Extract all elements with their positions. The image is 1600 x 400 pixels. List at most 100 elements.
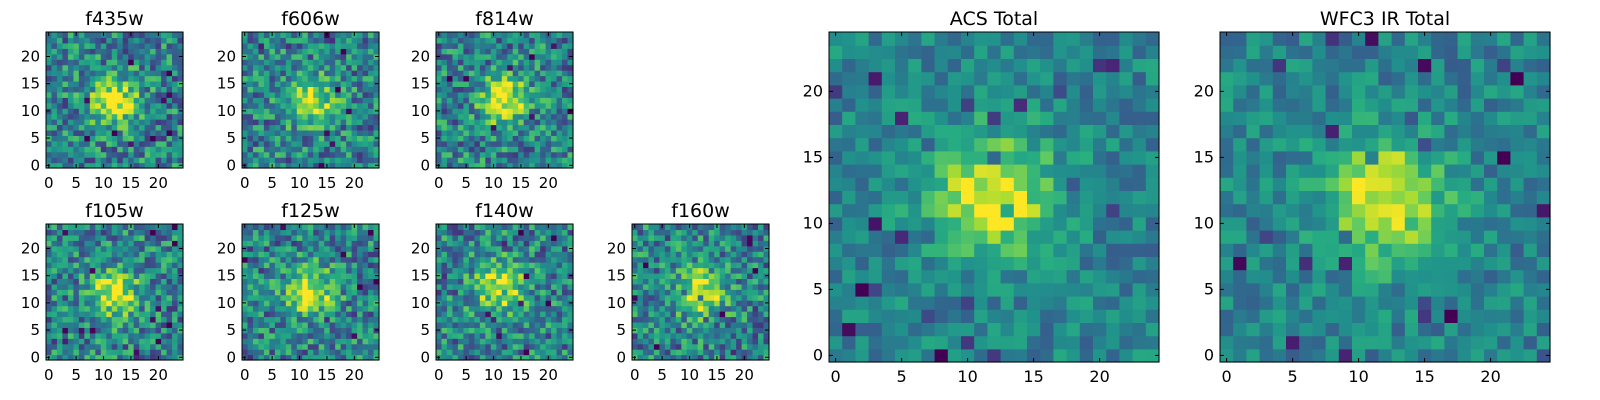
heatmap-cell	[496, 86, 503, 93]
heatmap-cell	[335, 316, 342, 323]
heatmap-cell	[95, 129, 102, 136]
heatmap-cell	[150, 42, 157, 49]
heatmap-cell	[562, 146, 569, 153]
heatmap-cell	[155, 343, 162, 350]
heatmap-cell	[296, 86, 303, 93]
heatmap-cell	[357, 48, 364, 55]
heatmap-cell	[177, 119, 184, 126]
heatmap-cell	[556, 91, 563, 98]
heatmap-cell	[540, 294, 547, 301]
heatmap-cell	[540, 338, 547, 345]
heatmap-cell	[150, 343, 157, 350]
heatmap-cell	[172, 59, 179, 66]
heatmap-cell	[653, 229, 660, 236]
heatmap-cell	[452, 59, 459, 66]
heatmap-cell	[139, 234, 146, 241]
heatmap-cell	[177, 140, 184, 147]
heatmap-cell	[441, 267, 448, 274]
heatmap-cell	[95, 283, 102, 290]
heatmap-cell	[895, 322, 909, 337]
heatmap-cell	[252, 135, 260, 142]
heatmap-cell	[485, 338, 492, 345]
heatmap-cell	[670, 332, 677, 339]
heatmap-cell	[545, 42, 552, 49]
heatmap-cell	[67, 42, 74, 49]
heatmap-cell	[161, 327, 168, 334]
heatmap-cell	[714, 245, 721, 252]
heatmap-cell	[719, 338, 726, 345]
heatmap-cell	[921, 256, 936, 271]
heatmap-cell	[128, 289, 135, 296]
heatmap-cell	[436, 157, 443, 164]
heatmap-cell	[144, 48, 151, 55]
heatmap-cell	[106, 332, 113, 339]
heatmap-cell	[1027, 177, 1041, 191]
heatmap-cell	[556, 37, 563, 44]
heatmap-cell	[56, 305, 64, 312]
heatmap-cell	[351, 75, 358, 82]
heatmap-cell	[529, 240, 536, 247]
heatmap-cell	[681, 229, 688, 236]
heatmap-cell	[556, 135, 563, 142]
heatmap-cell	[313, 97, 320, 104]
heatmap-cell	[307, 256, 314, 263]
heatmap-cell	[637, 278, 644, 285]
heatmap-cell	[741, 321, 748, 328]
heatmap-cell	[507, 146, 514, 153]
heatmap-cell	[51, 262, 58, 269]
heatmap-cell	[681, 224, 688, 231]
heatmap-cell	[318, 267, 325, 274]
heatmap-cell	[247, 256, 254, 263]
heatmap-cell	[441, 262, 448, 269]
heatmap-cell	[100, 300, 107, 307]
heatmap-cell	[318, 229, 325, 236]
heatmap-cell	[642, 332, 650, 339]
heatmap-cell	[485, 343, 492, 350]
heatmap-cell	[252, 349, 260, 356]
heatmap-cell	[62, 75, 69, 82]
heatmap-cell	[51, 135, 58, 142]
heatmap-cell	[274, 75, 281, 82]
heatmap-cell	[172, 354, 179, 361]
heatmap-cell	[842, 335, 856, 350]
heatmap-cell	[139, 338, 146, 345]
heatmap-cell	[56, 234, 64, 241]
heatmap-cell	[172, 37, 179, 44]
heatmap-cell	[100, 289, 107, 296]
heatmap-cell	[855, 243, 870, 257]
heatmap-cell	[144, 102, 151, 109]
heatmap-cell	[474, 354, 481, 361]
heatmap-cell	[296, 108, 303, 115]
heatmap-cell	[122, 262, 129, 269]
heatmap-cell	[987, 269, 1002, 284]
heatmap-cell	[329, 64, 336, 71]
heatmap-cell	[446, 97, 454, 104]
heatmap-cell	[258, 338, 265, 345]
heatmap-cell	[351, 321, 358, 328]
heatmap-cell	[463, 305, 470, 312]
heatmap-cell	[296, 53, 303, 60]
heatmap-cell	[117, 97, 124, 104]
heatmap-cell	[1027, 296, 1041, 310]
heatmap-cell	[133, 135, 140, 142]
heatmap-cell	[117, 262, 124, 269]
heatmap-cell	[89, 262, 96, 269]
heatmap-cell	[247, 224, 254, 231]
heatmap-cell	[1066, 296, 1081, 310]
heatmap-cell	[89, 70, 96, 77]
heatmap-cell	[518, 80, 525, 87]
heatmap-cell	[974, 243, 988, 257]
heatmap-cell	[934, 203, 949, 218]
heatmap-cell	[659, 240, 666, 247]
heatmap-cell	[291, 283, 298, 290]
heatmap-cell	[296, 146, 303, 153]
heatmap-cell	[51, 119, 58, 126]
heatmap-cell	[139, 354, 146, 361]
axes-frame	[435, 223, 574, 361]
heatmap-cell	[545, 316, 552, 323]
heatmap-cell	[177, 224, 184, 231]
heatmap-cell	[752, 354, 759, 361]
heatmap-cell	[56, 224, 64, 231]
heatmap-cell	[357, 124, 364, 131]
heatmap-cell	[1040, 190, 1054, 205]
